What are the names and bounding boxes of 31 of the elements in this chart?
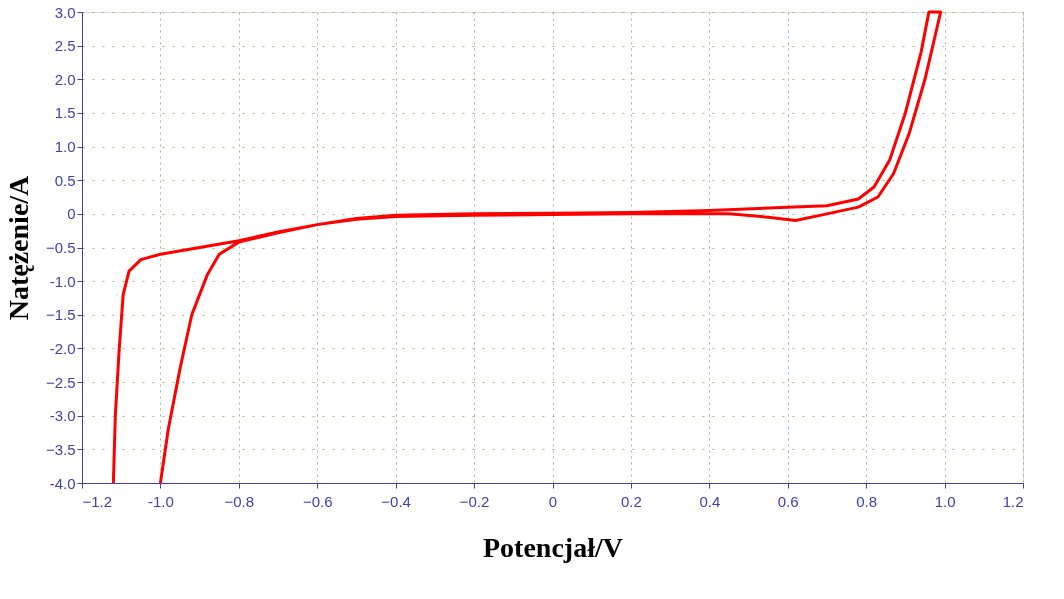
x-tick-label: 0.4 — [699, 492, 721, 510]
x-tick-label: -1.0 — [147, 492, 174, 510]
y-tick-label: -1.0 — [49, 272, 76, 290]
y-tick-label: −3.5 — [45, 440, 76, 458]
y-tick-label: −1.5 — [45, 306, 76, 324]
x-tick-label: 1.0 — [934, 492, 956, 510]
y-tick-label: −0.5 — [45, 239, 76, 256]
x-tick-label: 0 — [548, 492, 558, 510]
x-tick-label: −0.6 — [302, 492, 333, 510]
y-tick-label: −2.5 — [45, 373, 76, 391]
x-tick-label: −1.2 — [82, 492, 113, 510]
y-tick-label: 3.0 — [54, 3, 76, 21]
y-tick-label: 2.0 — [54, 70, 76, 88]
x-axis-title: Potencjał/V — [483, 531, 623, 563]
x-tick-label: −0.8 — [224, 492, 255, 510]
x-tick-label: 1.2 — [1002, 492, 1024, 510]
y-tick-label: 2.5 — [54, 37, 76, 55]
y-axis-title: Natężenie/A — [2, 174, 34, 321]
y-tick-label: 0.5 — [54, 171, 76, 189]
line-series — [111, 10, 943, 485]
y-tick-label: 1.0 — [54, 138, 76, 156]
x-tick-label: −0.4 — [381, 492, 411, 510]
x-tick-label: −0.2 — [459, 492, 490, 510]
y-tick-label: -2.0 — [49, 339, 76, 357]
y-tick-label: 1.5 — [54, 104, 76, 122]
x-tick-label: 0.8 — [856, 492, 878, 510]
y-tick-label: -4.0 — [49, 474, 76, 492]
x-tick-label: 0.6 — [777, 492, 799, 510]
y-tick-label: 0 — [67, 205, 76, 223]
y-tick-label: -3.0 — [49, 407, 76, 425]
x-tick-label: 0.2 — [620, 492, 642, 510]
